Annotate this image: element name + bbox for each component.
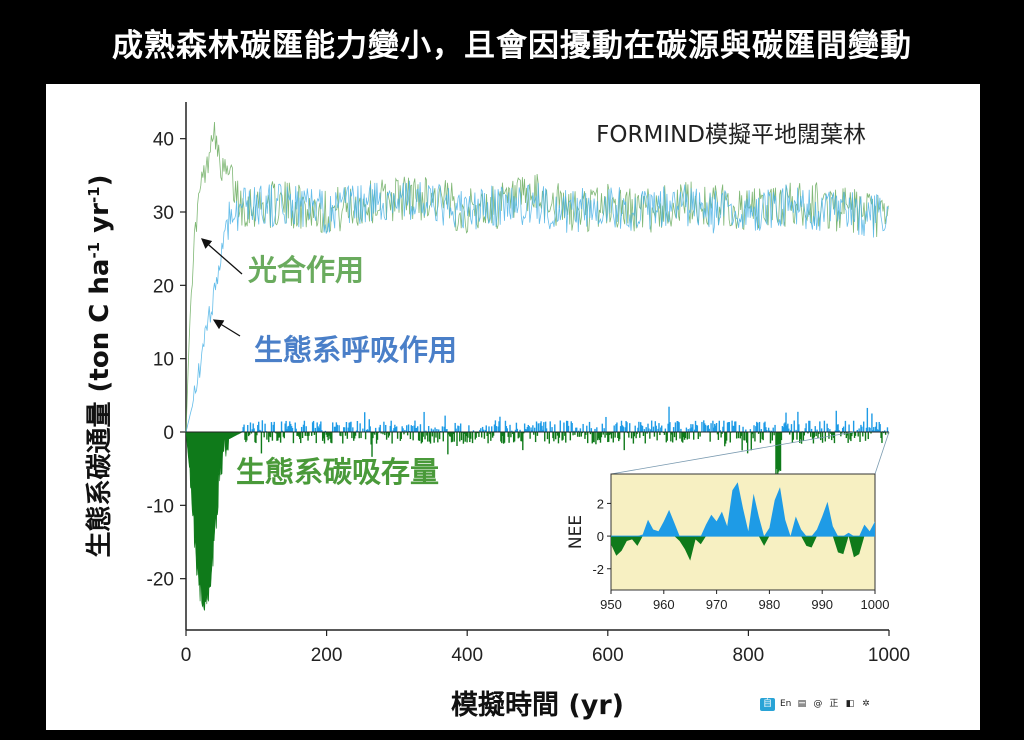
toolbar-layout-icon[interactable]: ▤: [797, 699, 807, 709]
y-axis-label-part: -1: [85, 242, 103, 259]
inset-x-tick-label: 980: [759, 597, 781, 612]
reader-toolbar: 自 En ▤ @ 正 ◧ ✲: [760, 698, 871, 711]
y-axis-label-part: 生態系碳通量 (ton C ha: [84, 259, 115, 558]
storage-label: 生態系碳吸存量: [236, 455, 439, 489]
inset-y-tick-label: -2: [592, 562, 604, 577]
y-axis-label-part: ): [85, 174, 115, 186]
x-tick-label: 1000: [868, 645, 910, 666]
photosynthesis-series: [185, 121, 889, 433]
inset-y-tick-label: 2: [597, 496, 604, 511]
y-axis-label-part: yr: [85, 203, 115, 242]
y-tick-label: 30: [153, 203, 174, 224]
y-tick-label: -20: [147, 570, 174, 591]
inset-x-tick-label: 960: [653, 597, 675, 612]
inset-zoom-line: [874, 431, 890, 475]
toolbar-at-icon[interactable]: @: [813, 699, 823, 709]
inset-y-tick-label: 0: [597, 529, 604, 544]
inset-negative-area: [611, 536, 875, 561]
respiration-arrow: [212, 319, 241, 337]
inset-x-tick-label: 1000: [861, 597, 890, 612]
toolbar-contrast-icon[interactable]: ◧: [845, 699, 855, 709]
toolbar-english-button[interactable]: En: [780, 699, 792, 709]
inset-x-tick-label: 970: [706, 597, 728, 612]
toolbar-auto-button[interactable]: 自: [760, 698, 775, 711]
toolbar-settings-icon[interactable]: ✲: [862, 699, 870, 709]
respiration-series: [185, 180, 889, 433]
inset-positive-area: [611, 482, 875, 537]
photosynthesis-arrow: [201, 238, 243, 275]
inset-zoom-line: [610, 431, 854, 475]
inset-x-tick-label: 990: [811, 597, 833, 612]
x-tick-label: 200: [311, 645, 343, 666]
y-tick-label: 40: [153, 130, 174, 151]
x-axis-label: 模擬時間 (yr): [451, 690, 624, 721]
y-axis-label-part: -1: [85, 186, 103, 203]
chart-title: FORMIND模擬平地闊葉林: [596, 122, 866, 148]
x-tick-label: 600: [592, 645, 624, 666]
inset-y-axis-label: NEE: [566, 515, 586, 549]
x-tick-label: 0: [181, 645, 192, 666]
respiration-label: 生態系呼吸作用: [254, 333, 457, 367]
inset-x-tick-label: 950: [600, 597, 622, 612]
y-tick-label: 10: [153, 350, 174, 371]
x-tick-label: 400: [451, 645, 483, 666]
y-tick-label: 0: [163, 423, 174, 444]
photosynthesis-label: 光合作用: [248, 253, 364, 287]
chart-panel: -20 -10 0 10 20 30 40 0 200 400 600 800 1000 模擬時間 (yr…: [46, 84, 980, 730]
storage-series-early: [185, 431, 243, 611]
slide-title: 成熟森林碳匯能力變小，且會因擾動在碳源與碳匯間變動: [112, 27, 912, 64]
toolbar-correct-button[interactable]: 正: [829, 699, 839, 709]
y-tick-label: -10: [147, 496, 174, 517]
y-axis-label: 生態系碳通量 (ton C ha-1 yr-1): [84, 174, 115, 557]
x-tick-label: 800: [733, 645, 765, 666]
y-tick-label: 20: [153, 276, 174, 297]
